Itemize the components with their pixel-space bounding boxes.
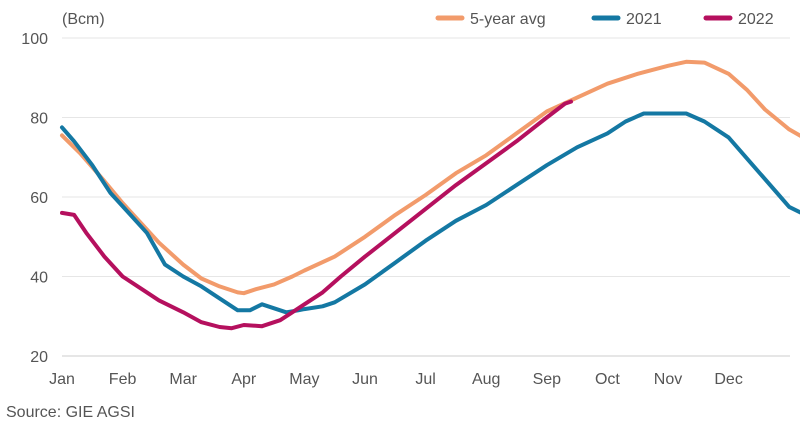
x-tick-label: Mar [169,371,197,388]
x-tick-label: Feb [109,371,137,388]
y-tick-label: 60 [30,190,48,207]
x-tick-label: Aug [472,371,500,388]
x-tick-label: Jul [415,371,435,388]
x-tick-label: Dec [714,371,742,388]
source-note: Source: GIE AGSI [6,404,135,421]
y-tick-label: 100 [21,31,48,48]
y-tick-label: 80 [30,111,48,128]
legend-label-2021: 2021 [626,11,662,28]
y-axis-ticks: 20 40 60 80 100 [21,31,48,366]
x-tick-label: Apr [231,371,257,388]
series-lines [60,59,800,331]
x-tick-label: Jan [49,371,75,388]
x-tick-label: Oct [595,371,620,388]
x-tick-label: Jun [352,371,378,388]
series-line-2021 [60,111,800,315]
y-axis-unit-label: (Bcm) [62,11,105,28]
legend-label-2022: 2022 [738,11,774,28]
x-tick-label: Nov [654,371,682,388]
x-axis-ticks: Jan Feb Mar Apr May Jun Jul Aug Sep Oct Nov Dec [49,371,743,388]
x-tick-label: May [289,371,319,388]
y-tick-label: 20 [30,349,48,366]
y-tick-label: 40 [30,270,48,287]
storage-line-chart: (Bcm) 20 40 60 80 100 Jan Feb Mar Apr May Jun Jul A… [21,11,800,388]
legend-label-5-year-avg: 5-year avg [470,11,546,28]
x-tick-label: Sep [533,371,562,388]
series-line-5-year-avg [60,59,800,296]
series-line-2022 [60,99,573,331]
legend: 5-year avg 2021 2022 [435,11,774,28]
